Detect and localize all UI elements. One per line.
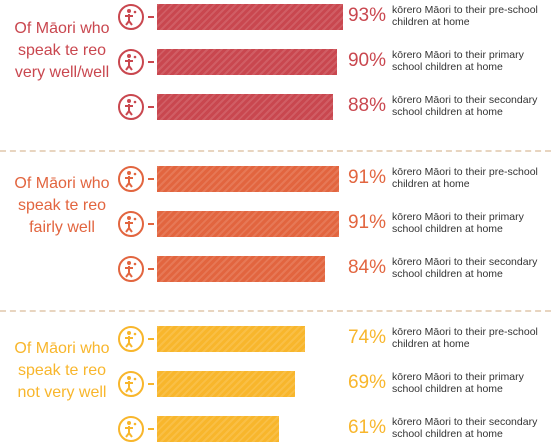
connector	[148, 178, 154, 180]
separator	[0, 310, 551, 312]
group-title: Of Māori who speak te reo fairly well	[14, 175, 110, 236]
category-label: kōrero Māori to their primary school chi…	[392, 371, 524, 395]
icon	[118, 211, 144, 237]
value-label: 91%	[347, 212, 386, 233]
value-label: 90%	[347, 50, 386, 71]
bar	[157, 416, 279, 442]
connector	[148, 268, 154, 270]
category-label: kōrero Māori to their pre-school childre…	[392, 166, 538, 190]
connector	[148, 16, 154, 18]
value-label: 84%	[347, 257, 386, 278]
category-label: kōrero Māori to their secondary school c…	[392, 94, 538, 118]
bar	[157, 94, 333, 120]
separator	[0, 150, 551, 152]
value-label: 74%	[347, 327, 386, 348]
connector	[148, 338, 154, 340]
connector	[148, 428, 154, 430]
group-title: Of Māori who speak te reo not very well	[14, 340, 110, 401]
icon	[118, 94, 144, 120]
connector	[148, 61, 154, 63]
category-label: kōrero Māori to their primary school chi…	[392, 211, 524, 235]
value-label: 93%	[347, 5, 386, 26]
bar	[157, 371, 295, 397]
value-label: 88%	[347, 95, 386, 116]
connector	[148, 383, 154, 385]
bar	[157, 49, 337, 75]
icon	[118, 49, 144, 75]
connector	[148, 223, 154, 225]
bar	[157, 4, 343, 30]
category-label: kōrero Māori to their secondary school c…	[392, 256, 538, 280]
bar	[157, 256, 325, 282]
icon	[118, 371, 144, 397]
icon	[118, 326, 144, 352]
icon	[118, 4, 144, 30]
category-label: kōrero Māori to their pre-school childre…	[392, 326, 538, 350]
value-label: 61%	[347, 417, 386, 438]
group-title: Of Māori who speak te reo very well/well	[14, 20, 110, 81]
connector	[148, 106, 154, 108]
bar	[157, 166, 339, 192]
icon	[118, 416, 144, 442]
category-label: kōrero Māori to their pre-school childre…	[392, 4, 538, 28]
value-label: 91%	[347, 167, 386, 188]
category-label: kōrero Māori to their secondary school c…	[392, 416, 538, 440]
bar	[157, 211, 339, 237]
value-label: 69%	[347, 372, 386, 393]
bar	[157, 326, 305, 352]
category-label: kōrero Māori to their primary school chi…	[392, 49, 524, 73]
icon	[118, 256, 144, 282]
icon	[118, 166, 144, 192]
